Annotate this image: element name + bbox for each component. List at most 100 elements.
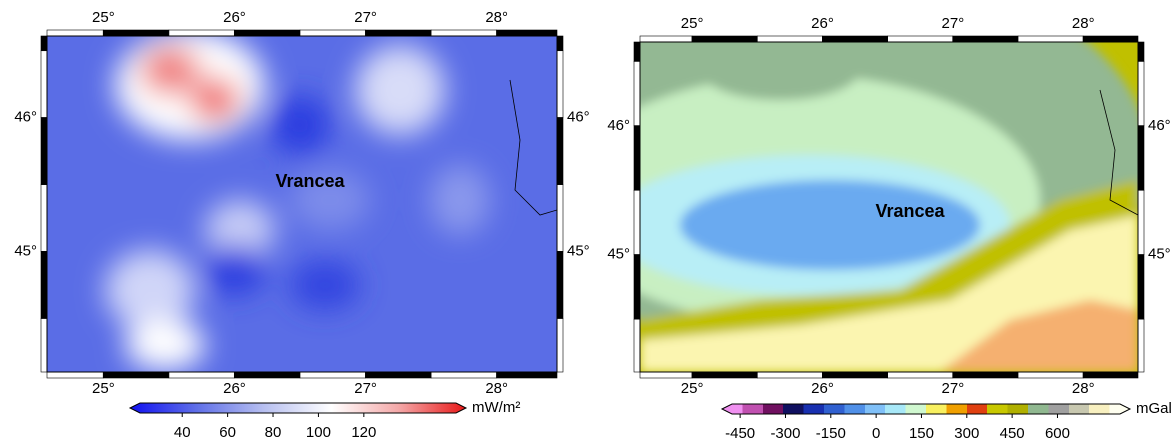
frame-band (757, 35, 823, 43)
frame-band (365, 29, 432, 37)
frame-band (103, 29, 170, 37)
colorbar-tick-label: 0 (872, 425, 880, 442)
frame-band (556, 318, 564, 373)
frame-band (234, 29, 301, 37)
lon-label-bottom: 27° (354, 380, 377, 397)
frame-band (556, 251, 564, 319)
colorbar (720, 403, 1132, 415)
colorbar-unit: mW/m² (472, 399, 520, 416)
lon-label-top: 26° (223, 9, 246, 26)
frame-band (1017, 35, 1084, 43)
frame-band (757, 371, 823, 379)
lat-label-right: 45° (567, 242, 590, 259)
frame-band (633, 61, 641, 127)
lat-label-left: 46° (607, 117, 630, 134)
lon-label-bottom: 25° (681, 380, 704, 397)
lon-label-top: 27° (354, 9, 377, 26)
lon-label-bottom: 27° (942, 380, 965, 397)
lat-label-left: 45° (14, 242, 37, 259)
frame-band (430, 371, 497, 379)
lon-label-top: 28° (1072, 15, 1095, 32)
frame-band (168, 371, 235, 379)
frame-band (691, 371, 758, 379)
colorbar-tick-label: 150 (909, 425, 934, 442)
frame-band (556, 50, 564, 118)
colorbar (128, 402, 468, 414)
map-frame (639, 41, 1139, 373)
colorbar-unit: mGal (1136, 400, 1172, 417)
colorbar-tick-label: 100 (306, 424, 331, 441)
colorbar-tick-label: 450 (1000, 425, 1025, 442)
frame-band (40, 318, 48, 373)
frame-band (952, 371, 1019, 379)
lon-label-bottom: 28° (1072, 380, 1095, 397)
map-frame (46, 35, 558, 373)
lon-label-top: 28° (485, 9, 508, 26)
lon-label-top: 25° (92, 9, 115, 26)
frame-band (639, 371, 693, 379)
lat-label-right: 45° (1148, 246, 1171, 263)
colorbar-tick-label: -150 (816, 425, 846, 442)
frame-band (633, 189, 641, 255)
frame-band (556, 35, 564, 52)
frame-band (887, 371, 954, 379)
frame-band (430, 29, 497, 37)
colorbar-tick-label: 300 (954, 425, 979, 442)
frame-band (40, 50, 48, 118)
frame-band (168, 29, 235, 37)
colorbar-tick-label: 120 (351, 424, 376, 441)
gravity-field (640, 42, 1138, 372)
lat-label-right: 46° (567, 109, 590, 126)
frame-band (1082, 35, 1139, 43)
colorbar-tick-label: -300 (770, 425, 800, 442)
frame-band (1082, 371, 1139, 379)
frame-band (46, 29, 104, 37)
frame-band (496, 371, 558, 379)
frame-band (691, 35, 758, 43)
lon-label-top: 26° (811, 15, 834, 32)
heat-flow-field (47, 36, 557, 372)
colorbar-tick-label: 600 (1045, 425, 1070, 442)
colorbar-tick-label: 60 (219, 424, 236, 441)
frame-band (234, 371, 301, 379)
lon-label-bottom: 25° (92, 380, 115, 397)
frame-band (1137, 318, 1145, 373)
frame-band (40, 184, 48, 252)
frame-band (40, 251, 48, 319)
frame-band (556, 117, 564, 185)
frame-band (40, 35, 48, 52)
frame-band (633, 125, 641, 191)
frame-band (40, 117, 48, 185)
frame-band (496, 29, 558, 37)
colorbar-tick-label: 80 (265, 424, 282, 441)
frame-band (299, 29, 366, 37)
lon-label-bottom: 26° (811, 380, 834, 397)
frame-band (556, 184, 564, 252)
place-label: Vrancea (875, 201, 945, 221)
frame-band (633, 41, 641, 62)
lat-label-left: 45° (607, 246, 630, 263)
lon-label-top: 27° (942, 15, 965, 32)
frame-band (299, 371, 366, 379)
frame-band (1017, 371, 1084, 379)
frame-band (1137, 61, 1145, 127)
lat-label-right: 46° (1148, 117, 1171, 134)
frame-band (1137, 189, 1145, 255)
frame-band (952, 35, 1019, 43)
frame-band (365, 371, 432, 379)
frame-band (822, 371, 888, 379)
colorbar-tick-label: -450 (725, 425, 755, 442)
frame-band (1137, 125, 1145, 191)
frame-band (103, 371, 170, 379)
frame-band (633, 254, 641, 320)
frame-band (1137, 254, 1145, 320)
lon-label-bottom: 26° (223, 380, 246, 397)
frame-band (633, 318, 641, 373)
frame-band (822, 35, 888, 43)
frame-band (1137, 41, 1145, 62)
colorbar-tick-label: 40 (174, 424, 191, 441)
lon-label-top: 25° (681, 15, 704, 32)
frame-band (46, 371, 104, 379)
lat-label-left: 46° (14, 109, 37, 126)
